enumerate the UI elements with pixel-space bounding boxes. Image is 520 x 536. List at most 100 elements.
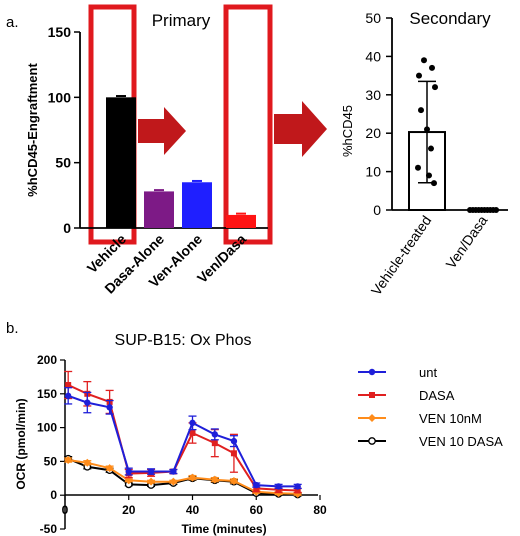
marker-ven-10nm: [229, 477, 238, 486]
series-dasa: [64, 370, 302, 494]
marker-unt: [189, 419, 196, 427]
primary-chart-title: Primary: [152, 11, 211, 30]
marker-dasa: [211, 440, 218, 447]
x-tick-label-ven-dasa: Ven/Dasa: [194, 231, 249, 286]
legend-label-ven-10-dasa: VEN 10 DASA: [419, 434, 503, 449]
primary-y-tick-label: 100: [48, 89, 72, 105]
marker-ven-10nm: [64, 456, 73, 465]
marker-unt: [84, 399, 91, 406]
marker-ven-10nm: [105, 464, 114, 473]
highlight-box-ven-dasa: [223, 4, 273, 245]
secondary-bar-chart: Secondary %hCD45 0 10 20 30 40 50 Vehicle-tre…: [340, 9, 508, 298]
secondary-y-tick-label: 0: [373, 202, 381, 218]
primary-y-axis-label: %hCD45-Engraftment: [25, 63, 40, 197]
marker-unt: [294, 483, 301, 490]
oxphos-chart-title: SUP-B15: Ox Phos: [115, 332, 252, 349]
legend-marker-dasa: [369, 392, 375, 398]
marker-ven-10nm: [169, 477, 178, 486]
secondary-data-points: [415, 57, 500, 213]
marker-unt: [211, 431, 219, 438]
secondary-y-tick-label: 40: [365, 48, 381, 64]
secondary-y-axis-label: %hCD45: [340, 105, 355, 157]
data-point-vehicle-treated: [415, 164, 421, 171]
bar-ven-dasa: [226, 214, 256, 228]
secondary-chart-title: Secondary: [409, 9, 491, 28]
x-tick-label-ven-dasa: Ven/Dasa: [443, 212, 491, 271]
arrow-right-icon: [138, 107, 186, 155]
oxphos-x-tick-label: 60: [250, 503, 264, 517]
marker-unt: [106, 404, 113, 411]
marker-unt: [253, 481, 260, 489]
marker-dasa: [230, 450, 237, 457]
data-point-vehicle-treated: [416, 72, 422, 79]
legend-item-unt: unt: [358, 365, 437, 380]
marker-ven-10nm: [124, 476, 133, 485]
data-point-vehicle-treated: [418, 107, 424, 114]
legend-item-ven-10-dasa: VEN 10 DASA: [358, 434, 503, 449]
marker-dasa: [253, 485, 260, 492]
primary-y-tick-label: 150: [48, 24, 72, 40]
marker-ven-10nm: [147, 477, 156, 486]
series-ven-10-dasa: [64, 454, 302, 499]
oxphos-y-tick-label: 200: [37, 353, 57, 367]
primary-arrows: [138, 101, 327, 157]
primary-bars: [106, 95, 256, 228]
oxphos-x-axis-label: Time (minutes): [181, 522, 266, 536]
oxphos-y-axis-label: OCR (pmol/min): [14, 398, 28, 489]
data-point-vehicle-treated: [429, 64, 435, 71]
oxphos-y-tick-label: 150: [37, 387, 57, 401]
oxphos-y-tick-label: 100: [37, 421, 57, 435]
data-point-vehicle-treated: [421, 57, 427, 64]
marker-unt: [125, 468, 132, 475]
primary-y-tick-label: 50: [55, 155, 71, 171]
oxphos-legend: unt DASA VEN 10nM VEN 10 DASA: [358, 365, 503, 449]
legend-label-dasa: DASA: [419, 388, 455, 403]
bar-dasa-alone: [144, 191, 174, 228]
panel-label-b: b.: [6, 320, 19, 337]
marker-dasa: [294, 487, 301, 494]
marker-dasa: [275, 486, 282, 493]
marker-unt: [64, 392, 72, 400]
oxphos-line-chart: SUP-B15: Ox Phos OCR (pmol/min) Time (mi…: [14, 332, 503, 536]
secondary-x-tick-labels: Vehicle-treated Ven/Dasa: [368, 212, 491, 298]
marker-ven-10nm: [188, 473, 197, 482]
marker-dasa: [65, 382, 72, 389]
oxphos-y-ticks: -50 0 50 100 150 200: [37, 353, 65, 536]
oxphos-y-tick-label: 0: [50, 488, 57, 502]
arrow-right-icon: [274, 101, 327, 157]
series-unt: [64, 387, 302, 490]
x-tick-label-vehicle-treated: Vehicle-treated: [368, 213, 435, 299]
data-point-vehicle-treated: [426, 172, 432, 179]
marker-unt: [170, 468, 177, 475]
secondary-y-tick-label: 10: [365, 164, 381, 180]
marker-unt: [275, 483, 282, 490]
secondary-bars: [408, 80, 446, 212]
primary-y-ticks: 0 50 100 150: [48, 24, 80, 236]
marker-unt: [147, 468, 155, 475]
panel-label-a: a.: [6, 14, 19, 31]
legend-item-ven-10nm: VEN 10nM: [358, 411, 482, 426]
secondary-y-ticks: 0 10 20 30 40 50: [365, 10, 392, 218]
primary-y-tick-label: 0: [63, 220, 71, 236]
marker-ven-10nm: [83, 458, 92, 467]
legend-label-ven-10nm: VEN 10nM: [419, 411, 482, 426]
oxphos-x-ticks: 0 20 40 60 80: [62, 495, 327, 517]
oxphos-series: [64, 370, 302, 499]
data-point-vehicle-treated: [424, 126, 430, 133]
oxphos-x-tick-label: 80: [313, 503, 327, 517]
bar-vehicle: [106, 97, 136, 228]
marker-unt: [230, 437, 238, 445]
legend-marker-ven-10nm: [368, 414, 376, 422]
data-point-vehicle-treated: [432, 84, 438, 91]
bar-ven-alone: [182, 182, 212, 228]
legend-marker-ven-10-dasa: [368, 437, 376, 445]
legend-item-dasa: DASA: [358, 388, 455, 403]
oxphos-y-tick-label: 50: [44, 454, 58, 468]
legend-marker-unt: [368, 368, 376, 376]
secondary-y-tick-label: 30: [365, 87, 381, 103]
series-ven-10nm: [64, 456, 302, 498]
data-point-vehicle-treated: [428, 145, 434, 152]
oxphos-x-tick-label: 0: [62, 503, 69, 517]
